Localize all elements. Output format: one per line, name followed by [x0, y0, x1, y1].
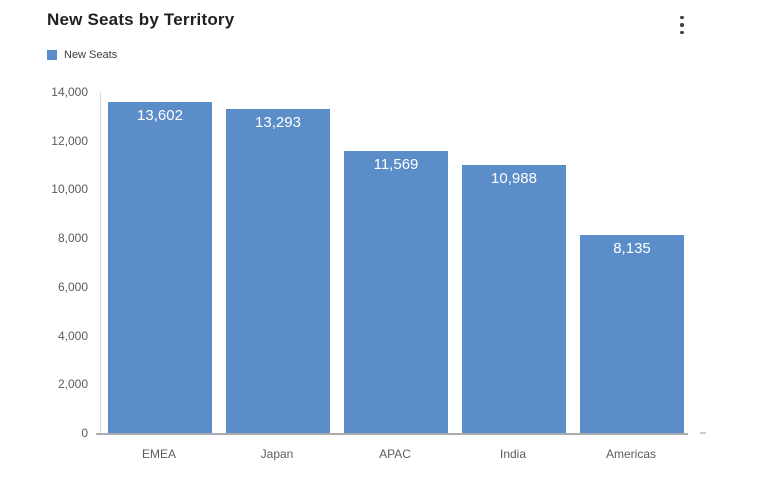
x-tick-label-apac: APAC	[379, 447, 411, 461]
axis-end-tick	[700, 432, 706, 434]
x-tick-label-india: India	[499, 447, 527, 461]
legend-item-new-seats[interactable]: New Seats	[47, 49, 117, 61]
bar-india[interactable]: 10,988	[462, 165, 566, 433]
bar-value-label: 10,988	[491, 170, 537, 187]
bar-value-label: 8,135	[613, 240, 651, 257]
x-tick-label-americas: Americas	[605, 447, 656, 461]
y-tick-label: 12,000	[51, 133, 88, 148]
y-tick-label: 0	[81, 426, 88, 440]
bar-value-label: 13,293	[255, 114, 301, 131]
bar-americas[interactable]: 8,135	[580, 235, 684, 433]
bar-value-label: 11,569	[373, 156, 419, 173]
legend-swatch-icon	[47, 50, 57, 60]
kebab-dot-icon	[680, 15, 684, 20]
legend-label: New Seats	[64, 49, 118, 61]
x-axis-labels: EMEA Japan APAC India Americas	[100, 447, 690, 463]
y-tick-label: 4,000	[57, 328, 88, 343]
bar-value-label: 13,602	[137, 107, 183, 124]
bar-apac[interactable]: 11,569	[344, 151, 448, 433]
kebab-dot-icon	[680, 30, 684, 35]
y-tick-label: 14,000	[51, 85, 88, 99]
bar-emea[interactable]: 13,602	[108, 102, 212, 433]
y-tick-label: 8,000	[57, 231, 88, 246]
x-axis-line	[96, 433, 688, 435]
chart-title: New Seats by Territory	[47, 10, 235, 29]
y-axis-labels: 0 2,000 4,000 6,000 8,000 10,000 12,000 14,000	[0, 85, 88, 440]
x-tick-label-emea: EMEA	[141, 447, 176, 461]
y-tick-label: 10,000	[51, 182, 88, 197]
kebab-menu-button[interactable]	[669, 11, 695, 39]
kebab-dot-icon	[680, 23, 684, 27]
y-tick-label: 2,000	[57, 377, 88, 392]
x-tick-label-japan: Japan	[260, 447, 294, 461]
plot-area: 13,602 13,293 11,569 10,988 8,135	[100, 92, 691, 433]
bar-japan[interactable]: 13,293	[226, 109, 330, 433]
y-tick-label: 6,000	[57, 279, 88, 294]
